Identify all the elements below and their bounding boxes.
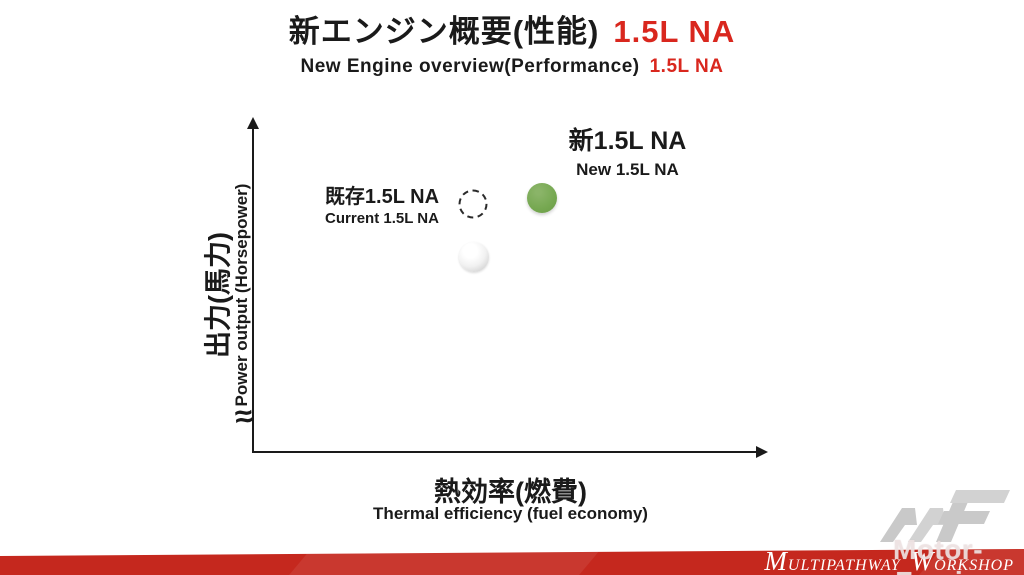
banner-title: MULTIPATHWAY WORKSHOP: [764, 548, 1014, 575]
title-highlight: 1.5L NA: [613, 14, 736, 49]
banner-word2-rest: ORKSHOP: [934, 557, 1014, 574]
axis-break-icon: ≈: [233, 397, 255, 435]
slide-header: 新エンジン概要(性能) 1.5L NA New Engine overview(P…: [0, 14, 1024, 77]
y-axis-line: [252, 127, 254, 453]
motor-fan-watermark: Motor-Fan.jp: [892, 534, 984, 575]
label-new-engine-jp: 新1.5L NA: [568, 127, 687, 155]
x-axis-label-en: Thermal efficiency (fuel economy): [373, 504, 648, 523]
motor-fan-logo-icon: [880, 490, 1010, 542]
x-axis-label-jp: 熱効率(燃費): [434, 477, 587, 507]
label-current-engine-en: Current 1.5L NA: [325, 210, 439, 227]
x-axis-line: [253, 451, 763, 453]
page-subtitle: New Engine overview(Performance) 1.5L NA: [0, 56, 1024, 78]
page-title: 新エンジン概要(性能) 1.5L NA: [0, 14, 1024, 50]
scatter-plot: ≈: [233, 117, 768, 458]
banner-word2-initial: W: [910, 546, 935, 575]
label-current-engine-jp: 既存1.5L NA: [324, 186, 440, 208]
banner-chevron: [289, 549, 601, 575]
title-jp: 新エンジン概要(性能): [288, 14, 600, 49]
label-new-engine-en: New 1.5L NA: [576, 159, 679, 179]
y-axis-arrow-icon: [247, 117, 259, 129]
y-axis-label-jp: 出力(馬力): [203, 232, 234, 358]
banner-word1-initial: M: [764, 546, 788, 575]
label-new-engine: 新1.5L NA New 1.5L NA: [545, 127, 710, 179]
label-current-engine: 既存1.5L NA Current 1.5L NA: [312, 186, 452, 228]
subtitle-en: New Engine overview(Performance): [300, 55, 640, 77]
x-axis-arrow-icon: [756, 446, 768, 458]
marker-current-engine: [458, 241, 489, 272]
y-axis-label-en: Power output (Horsepower): [232, 183, 251, 407]
subtitle-highlight: 1.5L NA: [649, 55, 724, 77]
marker-new-engine: [526, 182, 557, 213]
marker-current-ghost: [458, 189, 488, 219]
banner-word1-rest: ULTIPATHWAY: [787, 557, 901, 574]
